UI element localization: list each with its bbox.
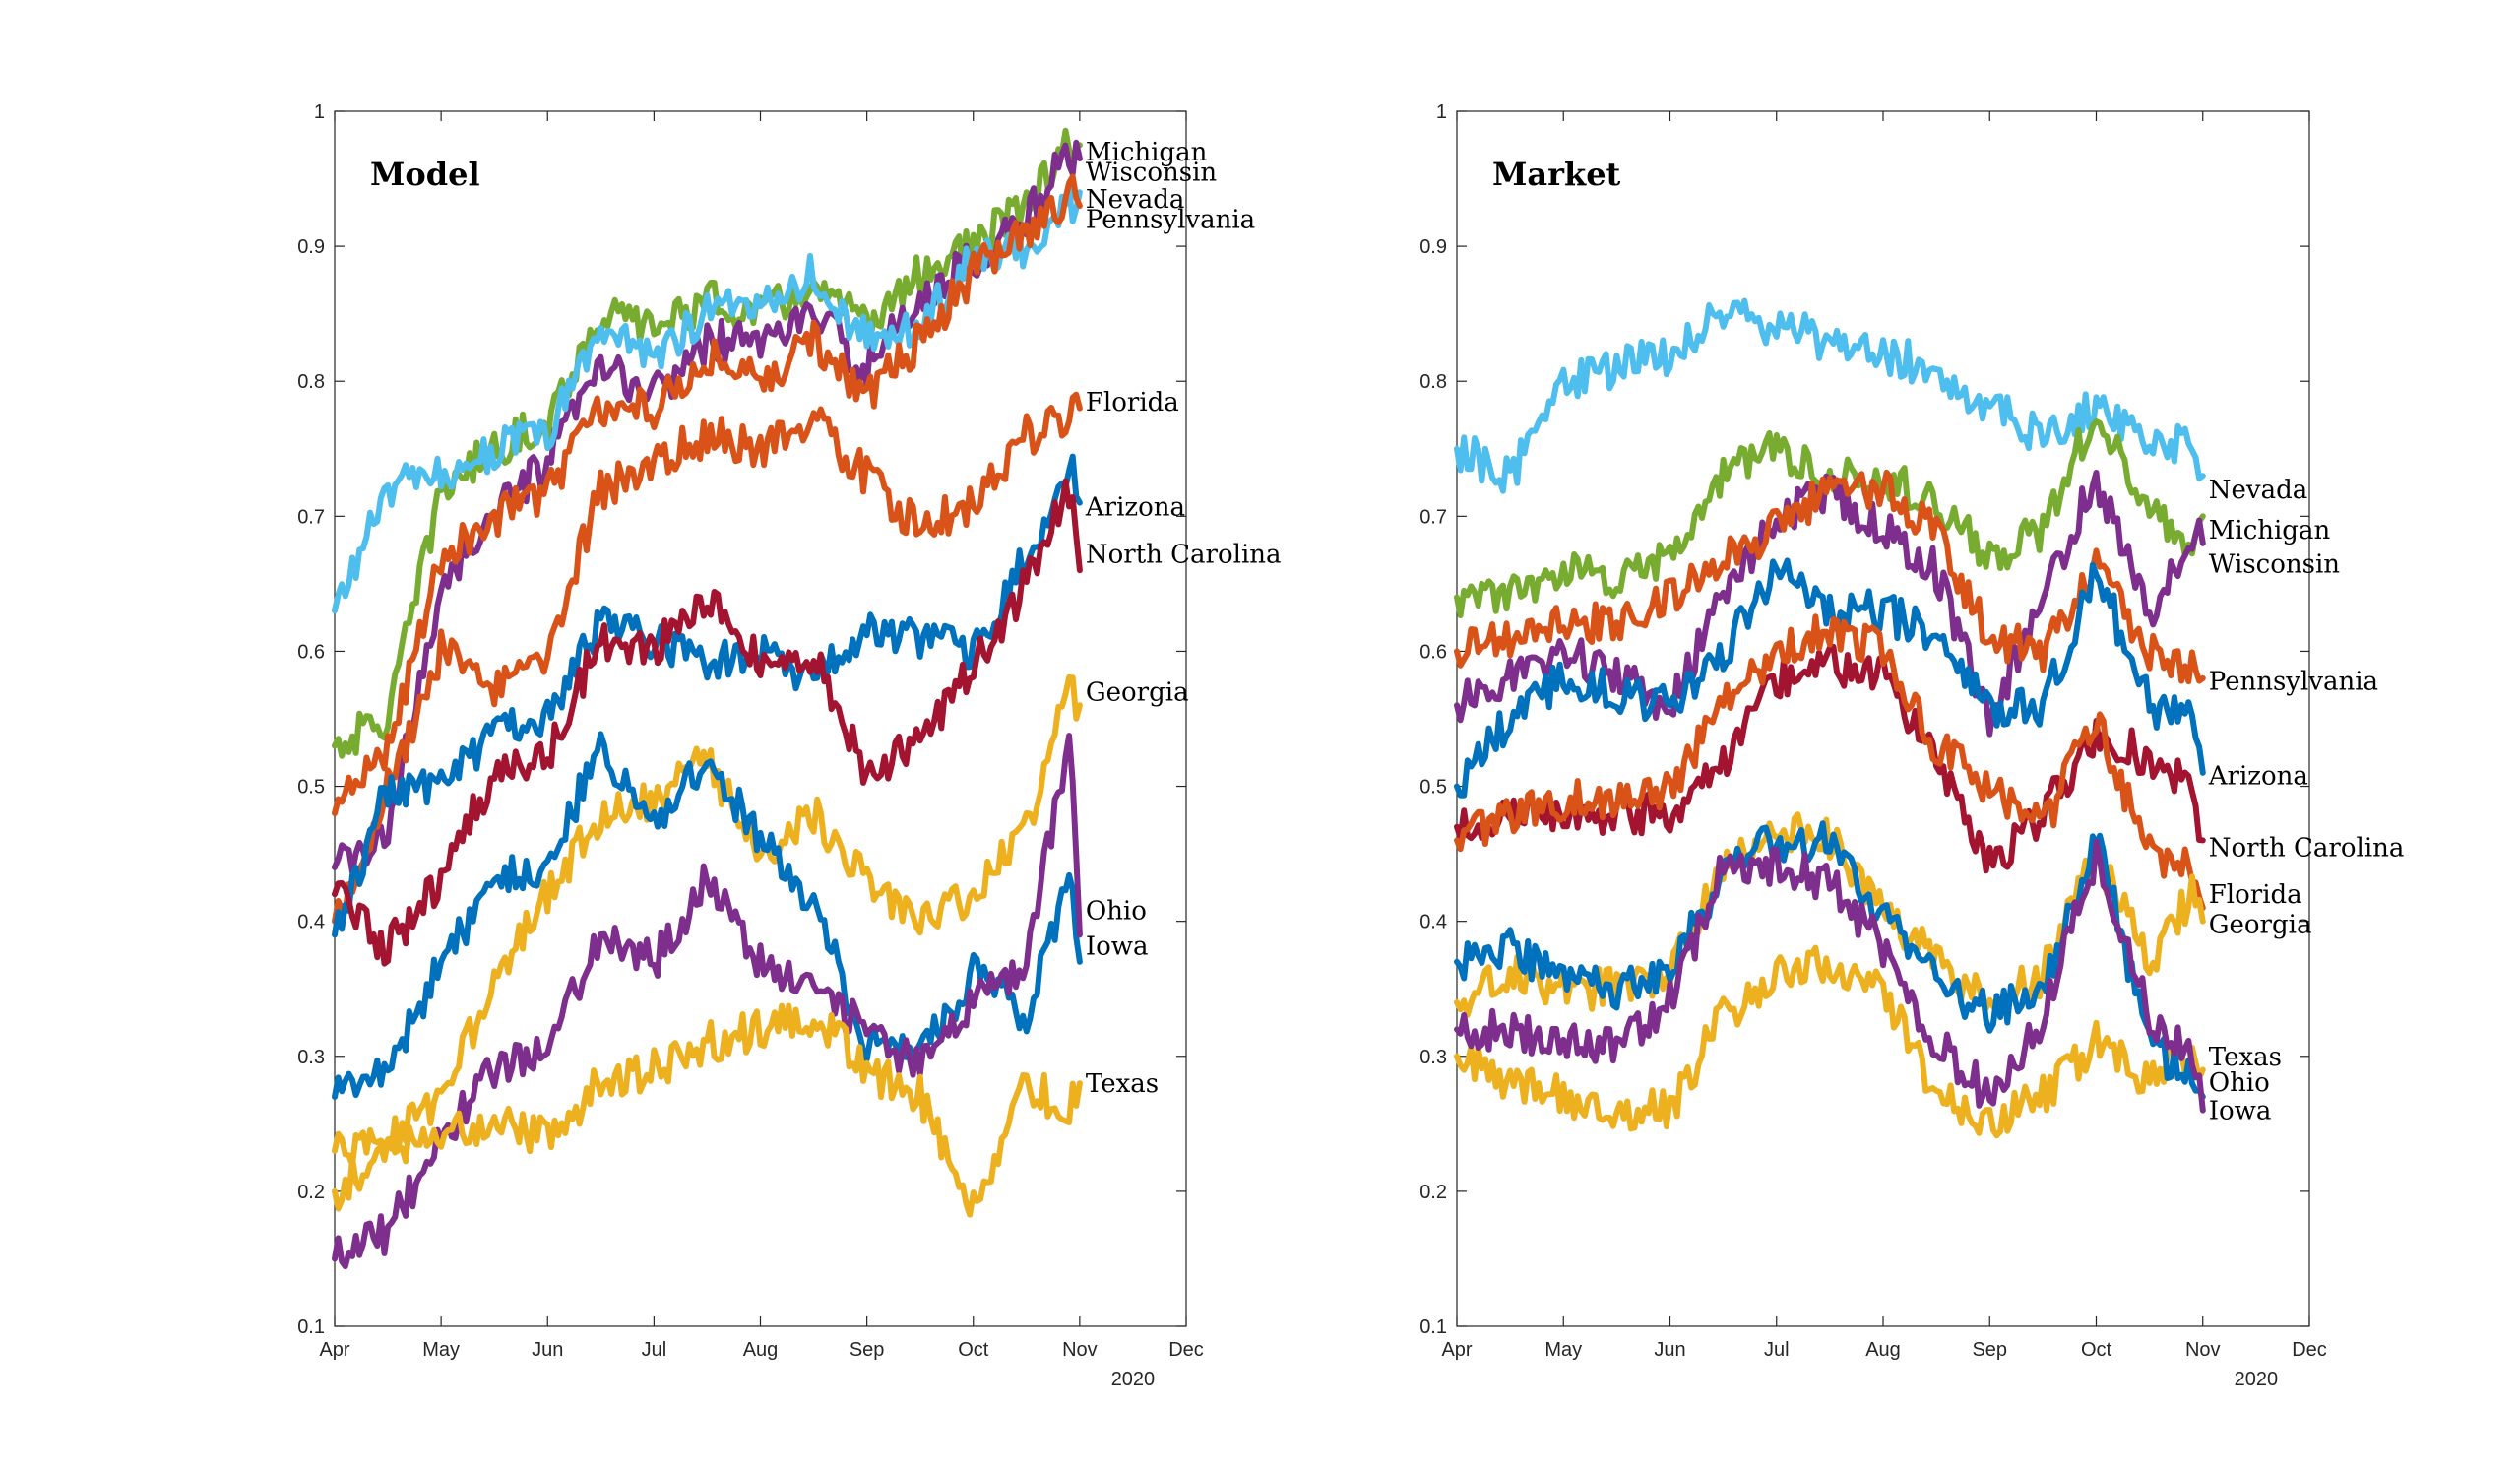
model-line-north-carolina (332, 478, 1083, 967)
market-ytick-label: 0.4 (1419, 912, 1447, 933)
model-label-north-carolina: North Carolina (1086, 541, 1282, 570)
market-xtick-label: Jun (1654, 1339, 1685, 1361)
market-panel: 0.1 0.2 0.3 0.4 0.5 0.6 0.7 0.8 0.9 1 Apr May Jun Jul… (1419, 101, 2404, 1390)
market-line-ohio (1454, 820, 2206, 1100)
market-line-michigan (1454, 418, 2206, 618)
model-ytick-label: 0.4 (297, 912, 325, 933)
model-ytick-label: 0.9 (297, 236, 325, 258)
model-xtick-label: May (422, 1339, 460, 1361)
model-ytick-label: 0.6 (297, 641, 325, 663)
market-ytick-label: 0.5 (1419, 777, 1447, 799)
market-label-ohio: Ohio (2209, 1068, 2270, 1098)
model-xtick-label: Apr (319, 1339, 349, 1361)
market-year-label: 2020 (2235, 1369, 2279, 1390)
market-line-iowa (1454, 838, 2206, 1114)
model-xtick-label: Sep (850, 1339, 885, 1361)
model-year-label: 2020 (1111, 1369, 1156, 1390)
market-label-north-carolina: North Carolina (2209, 833, 2405, 863)
market-label-nevada: Nevada (2209, 476, 2307, 505)
market-label-georgia: Georgia (2209, 910, 2312, 939)
market-xtick-label: Dec (2292, 1339, 2327, 1361)
market-line-nevada (1454, 297, 2206, 494)
market-label-arizona: Arizona (2208, 762, 2308, 792)
market-line-florida (1454, 613, 2206, 911)
model-label-michigan: Michigan (1086, 138, 1208, 167)
model-xtick-label: Aug (743, 1339, 779, 1361)
model-label-wisconsin: Wisconsin (1086, 159, 1218, 188)
market-title: Market (1492, 156, 1621, 193)
market-xtick-label: Apr (1441, 1339, 1472, 1361)
market-ytick-label: 0.2 (1419, 1182, 1447, 1203)
market-line-texas (1454, 944, 2206, 1139)
market-label-wisconsin: Wisconsin (2209, 549, 2341, 579)
model-label-georgia: Georgia (1086, 678, 1189, 708)
model-label-nevada: Nevada (1086, 185, 1184, 215)
model-xtick-label: Jun (532, 1339, 563, 1361)
model-xtick-label: Jul (642, 1339, 667, 1361)
market-line-arizona (1454, 557, 2206, 799)
market-ytick-label: 0.9 (1419, 236, 1447, 258)
model-line-iowa (332, 733, 1083, 1270)
market-ytick-label: 0.1 (1419, 1316, 1447, 1338)
market-label-pennsylvania: Pennsylvania (2209, 668, 2378, 697)
model-label-florida: Florida (1086, 388, 1179, 417)
model-label-arizona: Arizona (1085, 493, 1185, 523)
model-ytick-label: 0.3 (297, 1047, 325, 1068)
market-label-michigan: Michigan (2209, 516, 2331, 545)
market-ytick-label: 0.3 (1419, 1047, 1447, 1068)
model-line-georgia (332, 674, 1083, 1168)
market-ytick-label: 0.8 (1419, 371, 1447, 393)
market-line-georgia (1454, 811, 2206, 1020)
market-label-florida: Florida (2209, 880, 2302, 910)
model-line-nevada (332, 184, 1083, 614)
model-xtick-label: Nov (1062, 1339, 1098, 1361)
market-ytick-label: 0.7 (1419, 506, 1447, 528)
model-label-pennsylvania: Pennsylvania (1086, 206, 1255, 235)
market-xtick-label: Aug (1865, 1339, 1901, 1361)
market-ytick-label: 1 (1436, 101, 1447, 123)
model-ytick-label: 0.5 (297, 777, 325, 799)
model-panel: 0.1 0.2 0.3 0.4 0.5 0.6 0.7 0.8 0.9 1 Apr May Jun Jul… (297, 101, 1281, 1390)
model-ytick-label: 0.1 (297, 1316, 325, 1338)
market-xtick-label: Sep (1972, 1339, 2007, 1361)
model-line-texas (332, 1002, 1083, 1218)
model-ytick-label: 0.7 (297, 506, 325, 528)
model-ytick-label: 0.2 (297, 1182, 325, 1203)
model-ytick-label: 1 (314, 101, 325, 123)
model-label-texas: Texas (1086, 1069, 1159, 1099)
model-line-wisconsin (332, 139, 1083, 875)
market-xtick-label: Jul (1764, 1339, 1790, 1361)
model-label-ohio: Ohio (1086, 897, 1147, 927)
model-line-arizona (332, 453, 1083, 938)
market-label-iowa: Iowa (2209, 1097, 2272, 1126)
model-title: Model (370, 156, 480, 193)
market-ytick-label: 0.6 (1419, 641, 1447, 663)
model-line-pennsylvania (332, 173, 1083, 816)
market-xtick-label: May (1544, 1339, 1582, 1361)
market-xtick-label: Oct (2081, 1339, 2112, 1361)
market-xtick-label: Nov (2185, 1339, 2221, 1361)
market-label-texas: Texas (2209, 1043, 2282, 1072)
model-xtick-label: Dec (1168, 1339, 1204, 1361)
model-line-florida (332, 391, 1083, 925)
model-label-iowa: Iowa (1086, 931, 1149, 961)
model-xtick-label: Oct (958, 1339, 989, 1361)
model-ytick-label: 0.8 (297, 371, 325, 393)
